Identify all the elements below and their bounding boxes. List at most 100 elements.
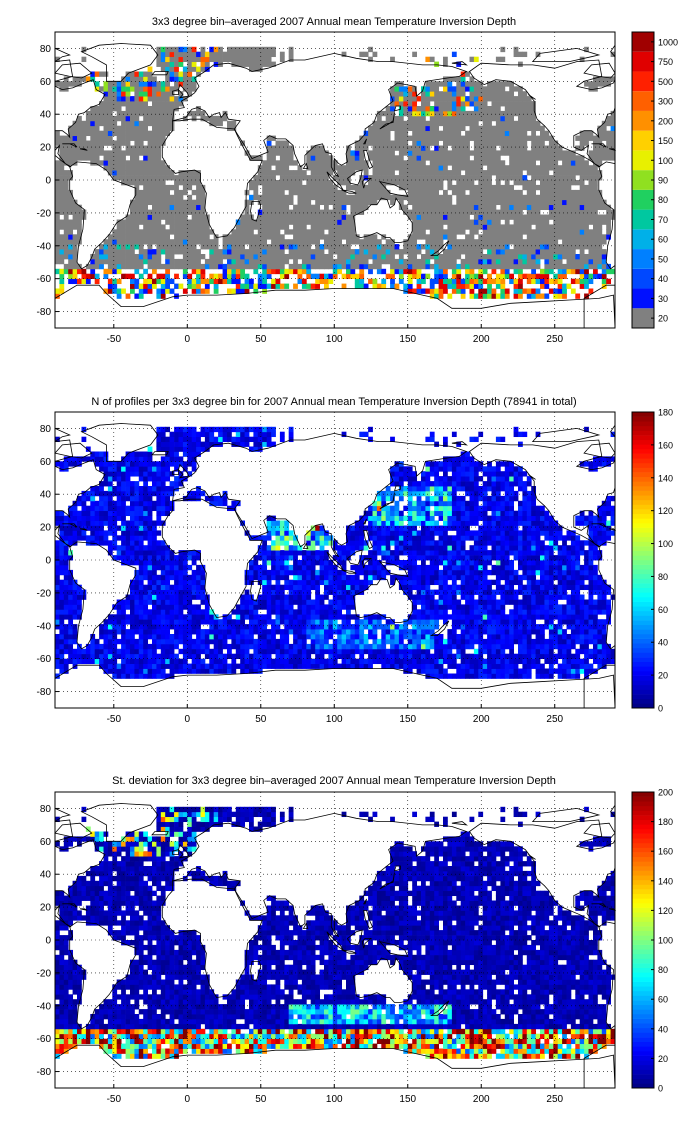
bin-cell	[531, 258, 537, 265]
bin-cell	[68, 638, 74, 645]
bin-cell	[407, 160, 413, 166]
bin-cell	[575, 145, 581, 151]
bin-cell	[143, 663, 149, 669]
bin-cell	[412, 86, 418, 92]
bin-cell	[191, 46, 197, 53]
bin-cell	[566, 673, 572, 679]
bin-cell	[518, 170, 523, 176]
bin-cell	[218, 249, 223, 255]
bin-cell	[443, 130, 448, 137]
bin-cell	[182, 263, 188, 270]
bin-cell	[429, 219, 435, 225]
coastline	[250, 201, 262, 222]
bin-cell	[593, 643, 598, 650]
bin-cell	[134, 165, 140, 171]
bin-cell	[482, 86, 488, 92]
bin-cell	[518, 283, 523, 289]
bin-cell	[266, 175, 272, 181]
bin-cell	[169, 101, 175, 107]
bin-cell	[456, 81, 462, 87]
bin-cell	[606, 130, 612, 137]
bin-cell	[249, 234, 254, 240]
bin-cell	[535, 254, 541, 260]
bin-cell	[156, 239, 162, 245]
bin-cell	[160, 135, 166, 141]
bin-cell	[134, 86, 140, 92]
bin-cell	[160, 61, 166, 67]
bin-cell	[407, 125, 413, 132]
bin-cell	[116, 249, 122, 255]
bin-cell	[227, 46, 232, 53]
bin-cell	[376, 658, 382, 665]
bin-cell	[509, 263, 515, 270]
bin-cell	[187, 209, 193, 215]
bin-cell	[451, 155, 457, 161]
bin-cell	[332, 229, 338, 235]
bin-cell	[165, 101, 171, 107]
bin-cell	[429, 180, 435, 186]
bin-cell	[482, 278, 488, 285]
bin-cell	[81, 135, 87, 141]
bin-cell	[518, 145, 523, 151]
bin-cell	[68, 199, 74, 206]
bin-cell	[522, 194, 528, 201]
bin-cell	[324, 643, 329, 650]
bin-cell	[77, 81, 82, 87]
bin-cell	[130, 209, 135, 215]
bin-cell	[231, 634, 237, 640]
bin-cell	[473, 175, 479, 181]
bin-cell	[544, 273, 550, 280]
colorbar-swatch	[632, 209, 654, 230]
bin-cell	[509, 258, 515, 265]
bin-cell	[363, 135, 369, 141]
bin-cell	[174, 101, 179, 107]
bin-cell	[456, 204, 462, 211]
bin-cell	[240, 249, 246, 255]
bin-cell	[526, 155, 532, 161]
bin-cell	[509, 110, 515, 117]
bin-cell	[55, 634, 60, 640]
bin-cell	[469, 673, 475, 679]
bin-cell	[509, 120, 515, 127]
bin-cell	[160, 106, 166, 112]
bin-cell	[566, 224, 572, 230]
bin-cell	[478, 160, 484, 166]
bin-cell	[306, 258, 312, 265]
bin-cell	[143, 283, 149, 289]
bin-cell	[482, 254, 488, 260]
bin-cell	[518, 273, 523, 280]
bin-cell	[425, 273, 431, 280]
bin-cell	[337, 268, 343, 275]
bin-cell	[125, 643, 131, 650]
bin-cell	[59, 204, 65, 211]
bin-cell	[297, 638, 303, 645]
bin-cell	[456, 643, 462, 650]
bin-cell	[235, 278, 241, 285]
bin-cell	[447, 175, 453, 181]
bin-cell	[319, 155, 325, 161]
bin-cell	[398, 140, 404, 146]
bin-cell	[319, 254, 325, 260]
bin-cell	[535, 204, 541, 211]
bin-cell	[222, 624, 228, 630]
bin-cell	[134, 110, 140, 117]
bin-cell	[465, 96, 470, 102]
bin-cell	[403, 653, 409, 660]
bin-cell	[275, 234, 281, 240]
bin-cell	[204, 643, 210, 650]
bin-cell	[125, 106, 131, 112]
bin-cell	[262, 160, 268, 166]
bin-cell	[429, 120, 435, 127]
bin-cell	[235, 56, 241, 63]
bin-cell	[244, 150, 250, 156]
bin-cell	[398, 170, 404, 176]
bin-cell	[500, 263, 506, 270]
bin-cell	[460, 110, 466, 117]
bin-cell	[103, 648, 109, 655]
bin-cell	[394, 263, 400, 270]
bin-cell	[174, 643, 179, 650]
bin-cell	[443, 288, 448, 294]
bin-cell	[130, 668, 135, 674]
bin-cell	[438, 180, 444, 186]
bin-cell	[350, 170, 356, 176]
